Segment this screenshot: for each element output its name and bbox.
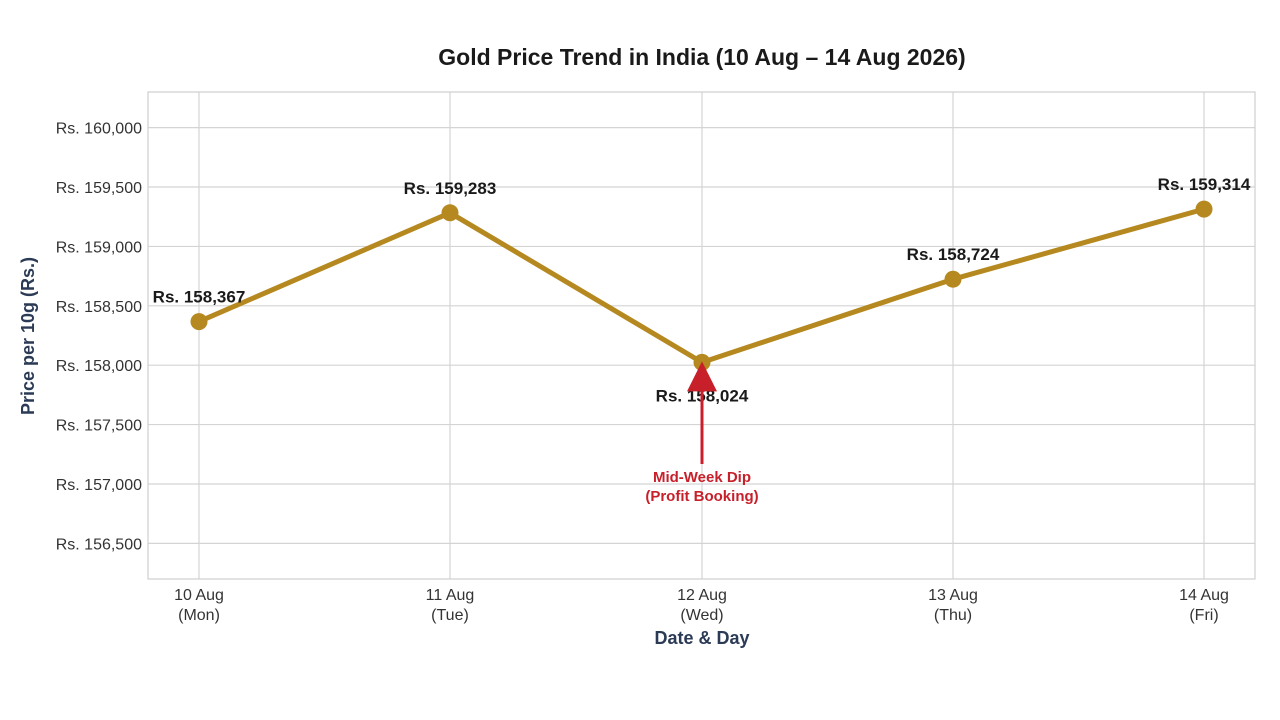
x-tick-label-0: 10 Aug (Mon) bbox=[174, 587, 224, 624]
x-tick-label-4: 14 Aug (Fri) bbox=[1179, 587, 1229, 624]
x-tick-label-0-line-1: (Mon) bbox=[178, 607, 220, 624]
data-label-4: Rs. 159,314 bbox=[1158, 175, 1251, 194]
x-tick-label-2: 12 Aug (Wed) bbox=[677, 587, 727, 624]
x-tick-label-4-line-0: 14 Aug bbox=[1179, 587, 1229, 604]
x-axis-tick-labels: 10 Aug (Mon) 11 Aug (Tue) 12 Aug (Wed) 13 Aug (… bbox=[174, 587, 1229, 624]
x-tick-label-3-line-0: 13 Aug bbox=[928, 587, 978, 604]
y-tick-label-2: Rs. 157,500 bbox=[56, 418, 142, 435]
x-tick-label-0-line-0: 10 Aug bbox=[174, 587, 224, 604]
chart-title: Gold Price Trend in India (10 Aug – 14 A… bbox=[438, 44, 965, 70]
x-tick-label-3-line-1: (Thu) bbox=[934, 607, 972, 624]
data-label-1: Rs. 159,283 bbox=[404, 179, 497, 198]
data-point-4 bbox=[1195, 200, 1213, 218]
annotation-text-line-0: Mid-Week Dip bbox=[653, 469, 751, 486]
data-label-0: Rs. 158,367 bbox=[153, 288, 246, 307]
data-label-3: Rs. 158,724 bbox=[907, 245, 1000, 264]
data-point-1 bbox=[441, 204, 459, 222]
x-tick-label-4-line-1: (Fri) bbox=[1189, 607, 1218, 624]
y-tick-label-4: Rs. 158,500 bbox=[56, 299, 142, 316]
grid-lines bbox=[148, 92, 1255, 579]
x-tick-label-2-line-0: 12 Aug bbox=[677, 587, 727, 604]
y-tick-label-1: Rs. 157,000 bbox=[56, 477, 142, 494]
y-tick-label-0: Rs. 156,500 bbox=[56, 536, 142, 553]
mid-week-dip-annotation: Mid-Week Dip (Profit Booking) bbox=[645, 361, 759, 505]
x-tick-label-2-line-1: (Wed) bbox=[680, 607, 723, 624]
data-point-3 bbox=[944, 270, 962, 288]
annotation-text-line-1: (Profit Booking) bbox=[645, 488, 758, 505]
x-axis-title: Date & Day bbox=[654, 628, 749, 648]
x-tick-label-1-line-1: (Tue) bbox=[431, 607, 469, 624]
x-tick-label-1-line-0: 11 Aug bbox=[426, 587, 475, 604]
annotation-text: Mid-Week Dip (Profit Booking) bbox=[645, 469, 758, 505]
y-tick-label-5: Rs. 159,000 bbox=[56, 239, 142, 256]
data-point-2 bbox=[693, 353, 711, 371]
y-tick-label-3: Rs. 158,000 bbox=[56, 358, 142, 375]
plot-area-frame bbox=[147, 91, 1256, 580]
x-tick-label-3: 13 Aug (Thu) bbox=[928, 587, 978, 624]
y-axis-title: Price per 10g (Rs.) bbox=[18, 257, 38, 415]
y-tick-label-6: Rs. 159,500 bbox=[56, 180, 142, 197]
y-tick-label-7: Rs. 160,000 bbox=[56, 121, 142, 138]
data-point-0 bbox=[190, 313, 208, 331]
x-tick-label-1: 11 Aug (Tue) bbox=[426, 587, 475, 624]
y-axis-tick-labels: Rs. 156,500 Rs. 157,000 Rs. 157,500 Rs. 158… bbox=[56, 121, 142, 554]
